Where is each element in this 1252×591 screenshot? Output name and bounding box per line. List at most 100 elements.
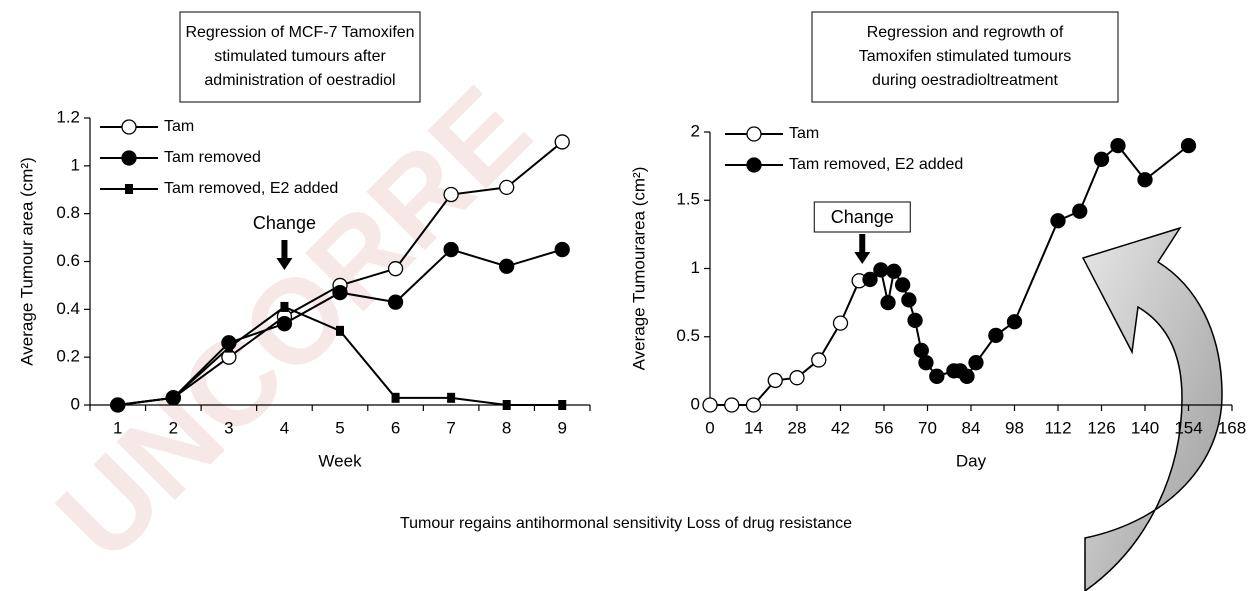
- marker: [1072, 203, 1088, 219]
- marker: [929, 368, 945, 384]
- x-tick-label: 112: [1044, 418, 1071, 437]
- marker: [745, 397, 762, 413]
- marker: [1110, 137, 1126, 154]
- y-tick-label: 0.8: [56, 203, 80, 222]
- legend-label: Tam: [789, 125, 819, 142]
- marker: [224, 342, 233, 353]
- marker: [907, 312, 923, 329]
- caption: Tumour regains antihormonal sensitivity …: [400, 515, 852, 532]
- x-tick-label: 98: [1005, 418, 1024, 437]
- x-axis-label: Week: [318, 451, 362, 470]
- y-axis-label: Average Tumour area (cm²): [17, 157, 36, 365]
- marker: [391, 392, 400, 403]
- marker: [169, 392, 178, 403]
- chart-title: administration of oestradiol: [204, 72, 395, 89]
- title-box: [179, 11, 421, 103]
- x-tick-label: 1: [113, 418, 122, 437]
- legend-marker: [125, 184, 133, 194]
- marker: [554, 134, 570, 150]
- marker: [918, 355, 934, 371]
- marker: [554, 241, 570, 258]
- x-tick-label: 56: [875, 418, 894, 437]
- marker: [901, 292, 917, 308]
- legend-label: Tam removed, E2 added: [789, 156, 963, 173]
- y-tick-label: 0.2: [56, 347, 80, 366]
- marker: [968, 355, 984, 371]
- x-tick-label: 9: [557, 418, 566, 437]
- x-tick-label: 7: [446, 418, 455, 437]
- chart-title: during oestradioltreatment: [872, 72, 1058, 89]
- legend-marker: [746, 157, 762, 173]
- marker: [443, 186, 459, 203]
- marker: [767, 372, 783, 389]
- watermark: UNCORRE: [32, 62, 556, 586]
- x-tick-label: 6: [391, 418, 400, 437]
- marker: [880, 294, 896, 311]
- y-axis-label: Average Tumourarea (cm²): [629, 167, 648, 371]
- y-tick-label: 0: [71, 394, 80, 413]
- legend-label: Tam removed, E2 added: [164, 180, 338, 197]
- legend-marker: [121, 150, 137, 166]
- chart-title: stimulated tumours after: [214, 48, 386, 65]
- annotation: Change: [253, 213, 316, 233]
- marker: [724, 397, 740, 413]
- x-tick-label: 42: [831, 418, 850, 437]
- marker: [702, 397, 718, 413]
- x-tick-label: 5: [335, 418, 344, 437]
- y-tick-label: 0.4: [56, 299, 80, 318]
- marker: [336, 325, 344, 336]
- marker: [832, 315, 849, 331]
- chart-title: Regression and regrowth of: [867, 24, 1064, 41]
- series-line: [710, 280, 861, 406]
- marker: [988, 327, 1004, 344]
- marker: [558, 400, 567, 410]
- chart-title: Tamoxifen stimulated tumours: [859, 48, 1072, 65]
- legend-label: Tam removed: [164, 149, 261, 166]
- x-tick-label: 4: [280, 418, 289, 437]
- y-tick-label: 1: [71, 155, 80, 174]
- x-tick-label: 126: [1087, 418, 1115, 437]
- x-tick-label: 2: [169, 418, 178, 437]
- x-tick-label: 70: [918, 418, 937, 437]
- marker: [1006, 314, 1023, 330]
- y-tick-label: 1.5: [676, 190, 700, 209]
- marker: [443, 241, 459, 258]
- curved-arrow: [1081, 226, 1223, 591]
- annotation-arrow: [276, 240, 293, 270]
- title-box: [811, 11, 1119, 103]
- marker: [1050, 213, 1066, 229]
- marker: [811, 352, 827, 368]
- x-tick-label: 14: [744, 418, 763, 437]
- annotation: Change: [831, 207, 894, 227]
- y-tick-label: 2: [691, 121, 700, 140]
- marker: [1093, 151, 1110, 167]
- legend-label: Tam: [164, 118, 194, 135]
- x-tick-label: 154: [1174, 418, 1202, 437]
- chart-title: Regression of MCF-7 Tamoxifen: [185, 24, 414, 41]
- marker: [502, 400, 511, 410]
- marker: [959, 368, 975, 384]
- marker: [447, 392, 456, 403]
- marker: [886, 263, 902, 279]
- marker: [499, 179, 515, 196]
- y-tick-label: 1.2: [56, 107, 80, 126]
- marker: [387, 261, 404, 277]
- x-tick-label: 28: [788, 418, 807, 437]
- y-tick-label: 1: [691, 258, 700, 277]
- x-tick-label: 140: [1131, 418, 1159, 437]
- legend-marker: [121, 119, 137, 135]
- legend-marker: [746, 126, 762, 142]
- y-tick-label: 0: [691, 394, 700, 413]
- x-tick-label: 8: [502, 418, 511, 437]
- marker: [894, 277, 911, 293]
- marker: [113, 400, 122, 410]
- marker: [862, 271, 878, 288]
- marker: [276, 316, 293, 332]
- y-tick-label: 0.5: [676, 326, 700, 345]
- x-tick-label: 84: [962, 418, 981, 437]
- marker: [789, 370, 805, 386]
- x-tick-label: 3: [224, 418, 233, 437]
- marker: [873, 262, 889, 278]
- marker: [1180, 137, 1197, 154]
